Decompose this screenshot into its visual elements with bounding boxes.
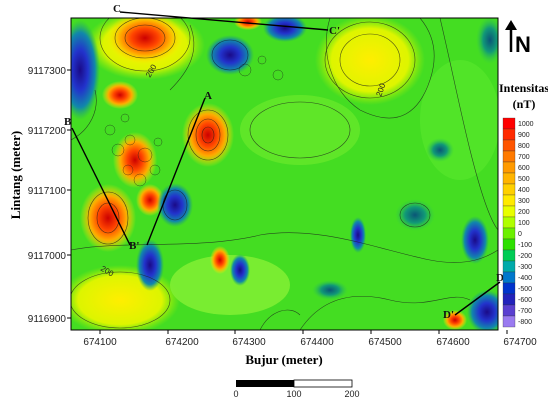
scale-label: 100 [286, 389, 301, 399]
profile-line-cc [119, 11, 329, 31]
y-axis: 9117300 9117200 9117100 9117000 9116900 … [8, 66, 71, 325]
legend-value-label: 800 [518, 143, 530, 150]
legend-value-label: 400 [518, 187, 530, 194]
legend-swatch [502, 216, 516, 229]
x-axis: 674100 674200 674300 674400 674500 67460… [83, 330, 537, 367]
profile-label-c-prime: C' [329, 25, 340, 37]
x-tick-label: 674500 [368, 337, 402, 348]
legend-value-label: 500 [518, 176, 530, 183]
y-axis-title: Lintang (meter) [8, 131, 23, 219]
y-tick-label: 9117000 [28, 251, 67, 262]
legend-swatch [502, 304, 516, 317]
legend-title: Intensitas [499, 81, 548, 95]
y-tick-label: 9117200 [28, 126, 67, 137]
scale-label: 0 [233, 389, 238, 399]
legend-swatch [502, 128, 516, 141]
x-tick-label: 674300 [232, 337, 266, 348]
scale-bar: 0 100 200 [233, 379, 360, 399]
x-axis-title: Bujur (meter) [245, 352, 322, 367]
legend-value-label: -400 [518, 275, 532, 282]
legend-value-label: 700 [518, 154, 530, 161]
legend-value-label: 600 [518, 165, 530, 172]
legend-value-label: -700 [518, 308, 532, 315]
legend-swatch [502, 238, 516, 251]
x-tick-label: 674200 [165, 337, 199, 348]
profile-line-aa [146, 97, 206, 246]
y-tick-label: 9116900 [28, 314, 67, 325]
y-tick-label: 9117300 [28, 66, 67, 77]
legend-value-label: -200 [518, 253, 532, 260]
legend-swatch [502, 172, 516, 185]
legend-swatch [502, 260, 516, 273]
legend-swatch [502, 227, 516, 240]
profile-line-bb [71, 127, 131, 246]
legend-value-label: -100 [518, 242, 532, 249]
scale-label: 200 [344, 389, 359, 399]
legend-unit: (nT) [513, 97, 536, 111]
legend-swatch [502, 183, 516, 196]
x-tick-label: 674100 [83, 337, 117, 348]
y-tick-label: 9117100 [28, 186, 67, 197]
legend-value-label: -800 [518, 319, 532, 326]
map-frame [70, 17, 499, 331]
legend-swatch [502, 315, 516, 328]
legend-swatch [502, 150, 516, 163]
legend-value-label: 200 [518, 209, 530, 216]
north-arrow-icon: N [505, 20, 531, 57]
contour-label: 200 [374, 82, 387, 98]
x-tick-label: 674700 [503, 337, 537, 348]
legend-value-label: 0 [518, 231, 522, 238]
legend-value-label: -500 [518, 286, 532, 293]
legend-swatch [502, 117, 516, 130]
profile-label-a: A [204, 90, 212, 102]
legend-swatch [502, 249, 516, 262]
legend-value-label: -300 [518, 264, 532, 271]
profile-lines [71, 11, 501, 316]
legend-swatch [502, 139, 516, 152]
profile-label-d: D [496, 272, 504, 284]
north-label: N [515, 32, 531, 57]
legend-swatch [502, 271, 516, 284]
profile-label-c: C [113, 3, 121, 15]
legend-swatch [502, 194, 516, 207]
legend-value-label: 900 [518, 132, 530, 139]
legend-swatch [502, 282, 516, 295]
legend-value-label: 300 [518, 198, 530, 205]
profile-label-d-prime: D' [443, 309, 454, 321]
x-tick-label: 674400 [300, 337, 334, 348]
legend-value-label: -600 [518, 297, 532, 304]
legend-swatch [502, 161, 516, 174]
profile-label-b-prime: B' [129, 240, 139, 252]
x-tick-label: 674600 [436, 337, 470, 348]
profile-line-dd [454, 281, 501, 316]
legend-value-label: 100 [518, 220, 530, 227]
legend-value-label: 1000 [518, 121, 534, 128]
map-canvas [71, 18, 498, 330]
legend-swatch [502, 293, 516, 306]
profile-label-b: B [64, 116, 72, 128]
legend-swatch [502, 205, 516, 218]
legend: Intensitas (nT) 100090080070060050040030… [499, 81, 548, 328]
